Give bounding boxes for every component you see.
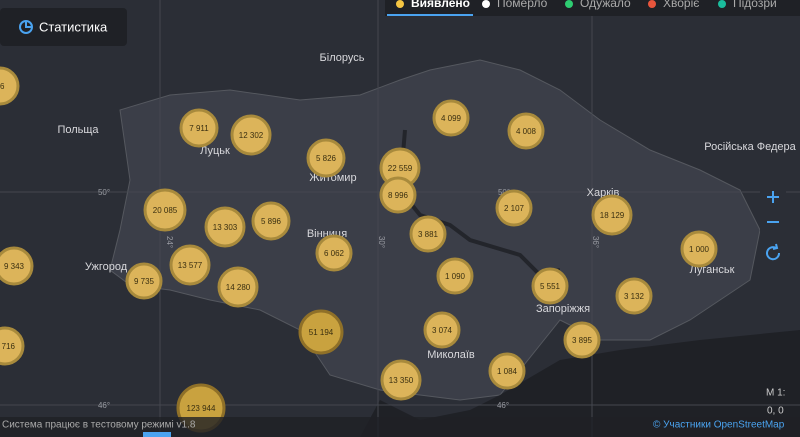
- scale: М 1:: [766, 388, 785, 399]
- map-label: Луцьк: [200, 145, 230, 157]
- map-label: Білорусь: [320, 52, 365, 64]
- cluster[interactable]: [0, 66, 20, 106]
- grid-label: 36°: [591, 236, 600, 248]
- sea: [360, 330, 800, 437]
- cluster-label[interactable]: 4 716: [0, 342, 16, 351]
- grid-label: 30°: [377, 236, 386, 248]
- map-label: Російська Федера: [704, 141, 796, 153]
- grid-label: 24°: [165, 236, 174, 248]
- tab[interactable]: Підозри: [733, 0, 777, 10]
- cluster[interactable]: [436, 257, 474, 295]
- cluster-label[interactable]: 9 343: [4, 262, 25, 271]
- cluster-label[interactable]: 3 132: [624, 292, 645, 301]
- footer: [0, 417, 800, 437]
- zoom-panel: [760, 184, 786, 234]
- cluster[interactable]: [298, 309, 344, 355]
- cluster[interactable]: [0, 326, 25, 366]
- cluster[interactable]: [125, 262, 163, 300]
- cluster-label[interactable]: 9 735: [134, 277, 155, 286]
- cluster[interactable]: [563, 321, 601, 359]
- cluster-label[interactable]: 4 099: [441, 114, 462, 123]
- cluster[interactable]: [488, 352, 526, 390]
- cluster[interactable]: [379, 176, 417, 214]
- cluster-label[interactable]: 1 084: [497, 367, 518, 376]
- tab-dot: [482, 0, 490, 8]
- coords: 0, 0: [767, 406, 784, 417]
- cluster[interactable]: [0, 246, 34, 286]
- cluster-label[interactable]: 5 551: [540, 282, 561, 291]
- cluster-label[interactable]: 12 302: [239, 131, 264, 140]
- map-label: Миколаїв: [427, 349, 475, 361]
- cluster[interactable]: [591, 194, 633, 236]
- zoom-in[interactable]: [767, 191, 779, 203]
- cluster-label[interactable]: 86: [0, 82, 5, 91]
- cluster[interactable]: [179, 108, 219, 148]
- stats-icon: [25, 21, 32, 28]
- cluster[interactable]: [615, 277, 653, 315]
- grid-label: 46°: [98, 401, 110, 410]
- cluster-label[interactable]: 13 350: [389, 376, 414, 385]
- map-label: Запоріжжя: [536, 303, 590, 315]
- cluster-label[interactable]: 2 107: [504, 204, 525, 213]
- tab-dot: [396, 0, 404, 8]
- attribution[interactable]: © Участники OpenStreetMap: [653, 420, 785, 431]
- tab[interactable]: Одужало: [580, 0, 631, 10]
- cluster-label[interactable]: 3 881: [418, 230, 439, 239]
- cluster-label[interactable]: 13 577: [178, 261, 203, 270]
- stats-panel[interactable]: [0, 8, 127, 46]
- cluster-label[interactable]: 7 911: [189, 124, 209, 133]
- status: Система працює в тестовому режимі v1.8: [2, 420, 196, 431]
- cluster[interactable]: [531, 267, 569, 305]
- stats-title[interactable]: Статистика: [39, 19, 108, 34]
- grid-label: 50°: [98, 188, 110, 197]
- tab-dot: [648, 0, 656, 8]
- tab[interactable]: Хворіє: [663, 0, 699, 10]
- clusters: 86 7 911 12 302 5 826 22 559 4 099 4 008 8 996 2…: [0, 66, 718, 433]
- cluster-label[interactable]: 13 303: [213, 223, 238, 232]
- map-label: Ужгород: [85, 261, 128, 273]
- cluster[interactable]: [423, 311, 461, 349]
- grid-label: 46°: [497, 401, 509, 410]
- cluster-label[interactable]: 3 074: [432, 326, 453, 335]
- cluster[interactable]: [380, 359, 422, 401]
- cluster[interactable]: [432, 99, 470, 137]
- cluster-label[interactable]: 6 062: [324, 249, 345, 258]
- cluster-label[interactable]: 5 896: [261, 217, 282, 226]
- cluster-label[interactable]: 1 000: [689, 245, 710, 254]
- cluster[interactable]: [251, 201, 291, 241]
- cluster[interactable]: [409, 215, 447, 253]
- cluster-label[interactable]: 18 129: [600, 211, 625, 220]
- cluster[interactable]: [306, 138, 346, 178]
- cluster[interactable]: [315, 234, 353, 272]
- cluster[interactable]: [495, 189, 533, 227]
- cluster-label[interactable]: 1 090: [445, 272, 466, 281]
- tab-dot: [565, 0, 573, 8]
- cluster-label[interactable]: 3 895: [572, 336, 593, 345]
- cluster[interactable]: [507, 112, 545, 150]
- cluster[interactable]: [169, 244, 211, 286]
- cluster-label[interactable]: 123 944: [187, 404, 216, 413]
- cluster[interactable]: [230, 114, 272, 156]
- cluster[interactable]: [680, 230, 718, 268]
- cluster[interactable]: [217, 266, 259, 308]
- cluster-label[interactable]: 8 996: [388, 191, 409, 200]
- footer-tab: [143, 432, 171, 437]
- cluster-label[interactable]: 14 280: [226, 283, 251, 292]
- cluster-label[interactable]: 20 085: [153, 206, 178, 215]
- cluster-label[interactable]: 4 008: [516, 127, 537, 136]
- tab[interactable]: Виявлено: [411, 0, 470, 10]
- cluster[interactable]: [143, 188, 187, 232]
- tab-dot: [718, 0, 726, 8]
- cluster-label[interactable]: 51 194: [309, 328, 334, 337]
- tab[interactable]: Померло: [497, 0, 548, 10]
- refresh[interactable]: [766, 243, 781, 261]
- map-label: Польща: [57, 124, 99, 136]
- cluster-label[interactable]: 5 826: [316, 154, 337, 163]
- cluster[interactable]: [204, 206, 246, 248]
- cluster-label[interactable]: 22 559: [388, 164, 413, 173]
